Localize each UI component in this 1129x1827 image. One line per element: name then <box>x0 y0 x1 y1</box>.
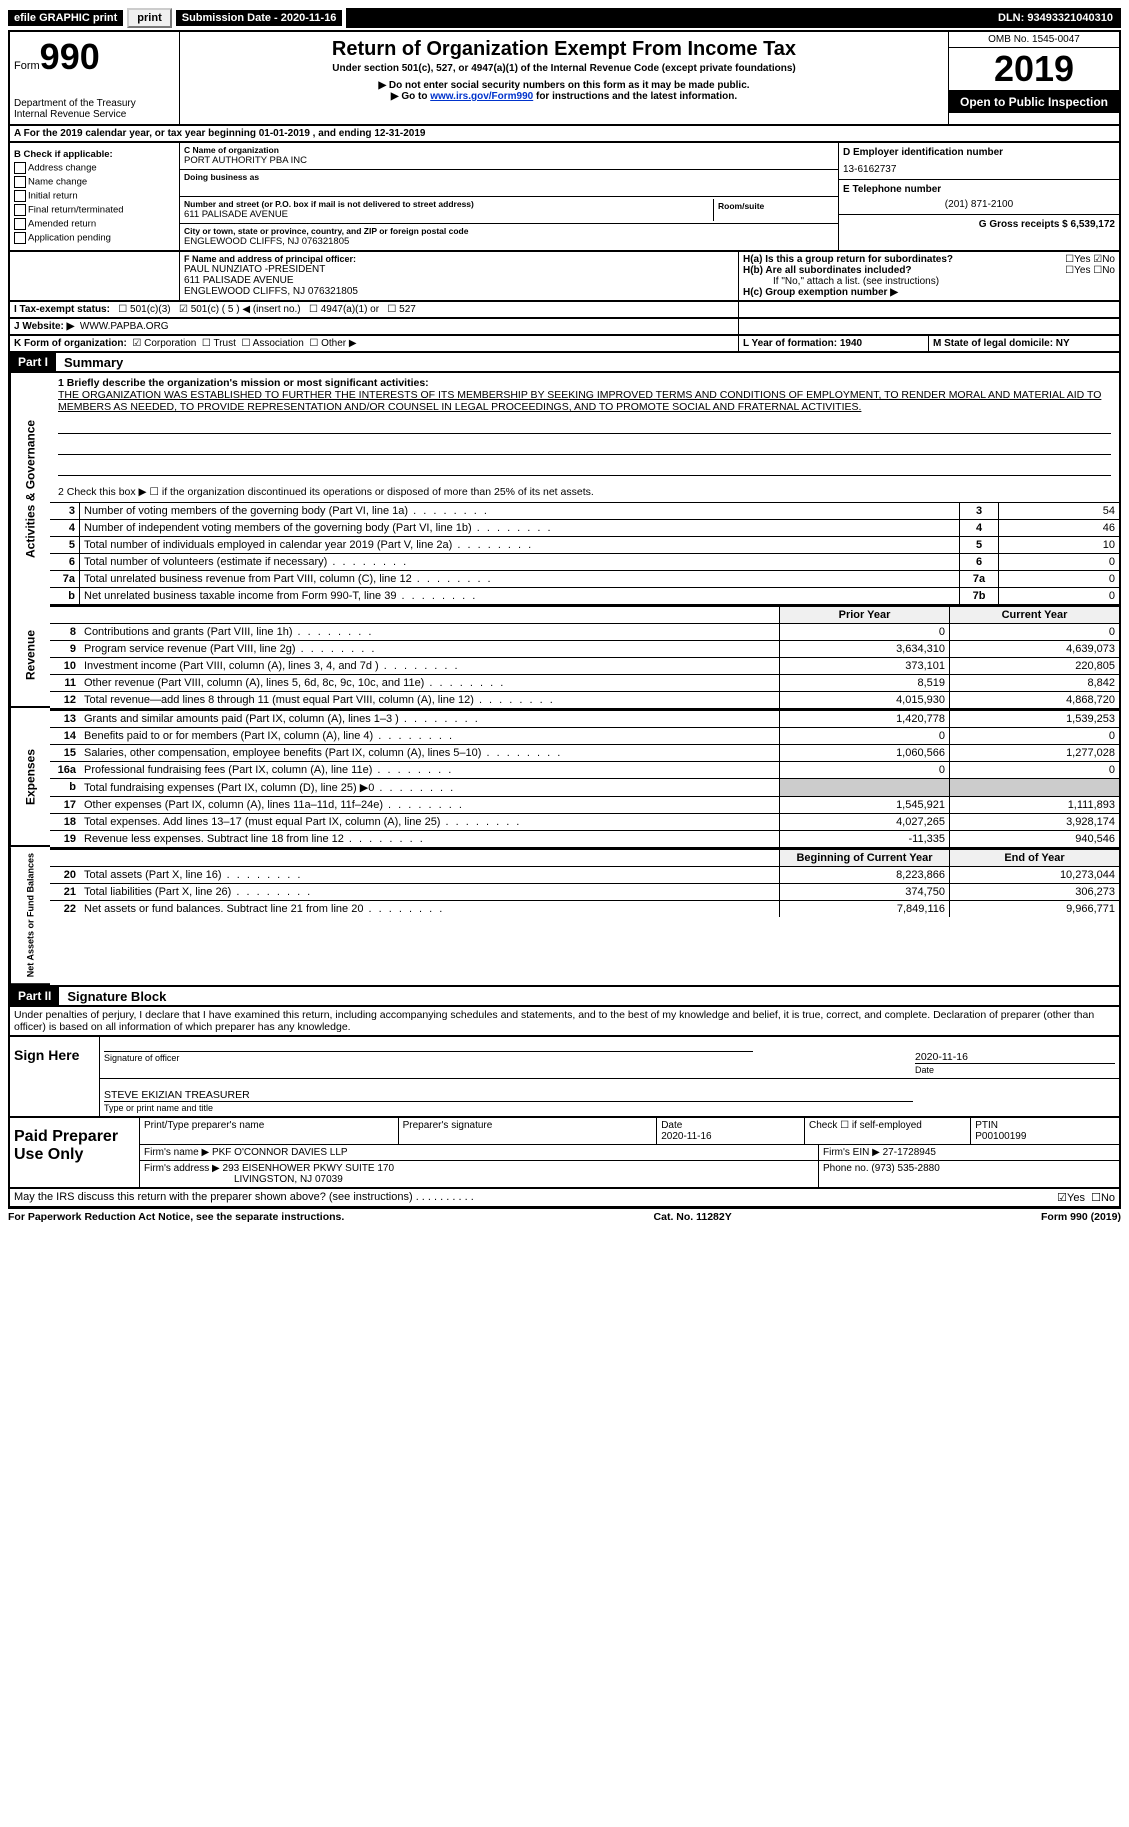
print-button[interactable]: print <box>127 8 171 28</box>
revenue-line: 10Investment income (Part VIII, column (… <box>50 657 1119 674</box>
revenue-line: 9Program service revenue (Part VIII, lin… <box>50 640 1119 657</box>
revenue-line: 11Other revenue (Part VIII, column (A), … <box>50 674 1119 691</box>
expense-line: 13Grants and similar amounts paid (Part … <box>50 710 1119 727</box>
revenue-line: 8Contributions and grants (Part VIII, li… <box>50 623 1119 640</box>
officer-name: PAUL NUNZIATO -PRESIDENT <box>184 264 734 275</box>
open-inspection: Open to Public Inspection <box>949 91 1119 113</box>
gov-line: 7aTotal unrelated business revenue from … <box>50 570 1119 587</box>
row-a-period: A For the 2019 calendar year, or tax yea… <box>8 126 1121 143</box>
vlabel-balances: Net Assets or Fund Balances <box>10 847 50 985</box>
website: WWW.PAPBA.ORG <box>80 321 169 332</box>
dln: DLN: 93493321040310 <box>998 12 1113 24</box>
row-j: J Website: ▶ WWW.PAPBA.ORG <box>8 319 1121 336</box>
footer-right: Form 990 (2019) <box>1041 1211 1121 1223</box>
preparer-block: Paid Preparer Use Only Print/Type prepar… <box>8 1118 1121 1189</box>
g-receipts: G Gross receipts $ 6,539,172 <box>979 219 1115 230</box>
part1-header: Part I Summary <box>8 353 1121 373</box>
street-address: 611 PALISADE AVENUE <box>184 209 713 220</box>
gov-line: 4Number of independent voting members of… <box>50 519 1119 536</box>
revenue-line: 12Total revenue—add lines 8 through 11 (… <box>50 691 1119 708</box>
expense-line: 15Salaries, other compensation, employee… <box>50 744 1119 761</box>
firm-ein: 27-1728945 <box>883 1147 936 1158</box>
efile-label: efile GRAPHIC print <box>8 10 123 26</box>
form-number: Form990 <box>14 36 175 78</box>
expense-line: bTotal fundraising expenses (Part IX, co… <box>50 778 1119 796</box>
row-i: I Tax-exempt status: ☐ 501(c)(3) ☑ 501(c… <box>8 302 1121 319</box>
vlabel-expenses: Expenses <box>10 708 50 847</box>
dept-irs: Internal Revenue Service <box>14 109 175 120</box>
footer-left: For Paperwork Reduction Act Notice, see … <box>8 1211 344 1223</box>
d-label: D Employer identification number <box>843 147 1115 158</box>
row-f-h: F Name and address of principal officer:… <box>8 252 1121 302</box>
dept-treasury: Department of the Treasury <box>14 98 175 109</box>
paid-preparer-label: Paid Preparer Use Only <box>10 1118 140 1187</box>
form-title: Return of Organization Exempt From Incom… <box>184 38 944 61</box>
sign-date: 2020-11-16 <box>915 1051 1115 1063</box>
org-name: PORT AUTHORITY PBA INC <box>184 155 834 166</box>
tax-year: 2019 <box>949 48 1119 91</box>
discuss-row: May the IRS discuss this return with the… <box>8 1189 1121 1208</box>
ein: 13-6162737 <box>843 164 1115 175</box>
balance-line: 22Net assets or fund balances. Subtract … <box>50 900 1119 917</box>
expense-line: 17Other expenses (Part IX, column (A), l… <box>50 796 1119 813</box>
perjury-declaration: Under penalties of perjury, I declare th… <box>8 1007 1121 1037</box>
c-label: C Name of organization <box>184 145 834 155</box>
form-note1: ▶ Do not enter social security numbers o… <box>184 80 944 91</box>
expense-line: 19Revenue less expenses. Subtract line 1… <box>50 830 1119 847</box>
form-note2: ▶ Go to www.irs.gov/Form990 for instruct… <box>184 91 944 102</box>
officer-signed-name: STEVE EKIZIAN TREASURER <box>104 1089 1115 1101</box>
part2-header: Part II Signature Block <box>8 987 1121 1007</box>
gov-line: 6Total number of volunteers (estimate if… <box>50 553 1119 570</box>
instructions-link[interactable]: www.irs.gov/Form990 <box>430 91 533 102</box>
row-k: K Form of organization: ☑ Corporation ☐ … <box>8 336 1121 353</box>
phone: (201) 871-2100 <box>843 199 1115 210</box>
form-header: Form990 Department of the Treasury Inter… <box>8 30 1121 126</box>
mission-block: 1 Briefly describe the organization's mi… <box>50 373 1119 502</box>
expense-line: 14Benefits paid to or for members (Part … <box>50 727 1119 744</box>
firm-phone: (973) 535-2880 <box>871 1163 939 1174</box>
submission-date: Submission Date - 2020-11-16 <box>176 10 343 26</box>
expense-line: 16aProfessional fundraising fees (Part I… <box>50 761 1119 778</box>
mission-text: THE ORGANIZATION WAS ESTABLISHED TO FURT… <box>58 389 1111 413</box>
top-bar: efile GRAPHIC print print Submission Dat… <box>8 8 1121 28</box>
ptin: P00100199 <box>975 1131 1026 1142</box>
prep-date: 2020-11-16 <box>661 1131 711 1142</box>
e-label: E Telephone number <box>843 184 1115 195</box>
gov-line: 5Total number of individuals employed in… <box>50 536 1119 553</box>
dln-strip: DLN: 93493321040310 <box>346 8 1121 28</box>
page-footer: For Paperwork Reduction Act Notice, see … <box>8 1208 1121 1225</box>
vlabel-governance: Activities & Governance <box>10 373 50 604</box>
check-b: B Check if applicable: Address change Na… <box>10 143 180 250</box>
gov-line: bNet unrelated business taxable income f… <box>50 587 1119 604</box>
entity-block: B Check if applicable: Address change Na… <box>8 143 1121 252</box>
vlabel-revenue: Revenue <box>10 604 50 708</box>
expense-line: 18Total expenses. Add lines 13–17 (must … <box>50 813 1119 830</box>
balance-line: 20Total assets (Part X, line 16)8,223,86… <box>50 866 1119 883</box>
gov-line: 3Number of voting members of the governi… <box>50 502 1119 519</box>
summary-section: Activities & Governance 1 Briefly descri… <box>8 373 1121 987</box>
sign-here-label: Sign Here <box>10 1037 100 1116</box>
firm-name: PKF O'CONNOR DAVIES LLP <box>212 1147 348 1158</box>
form-subtitle: Under section 501(c), 527, or 4947(a)(1)… <box>184 63 944 74</box>
footer-mid: Cat. No. 11282Y <box>654 1211 732 1223</box>
signature-block: Sign Here Signature of officer 2020-11-1… <box>8 1037 1121 1118</box>
firm-addr1: 293 EISENHOWER PKWY SUITE 170 <box>223 1163 395 1174</box>
dba-label: Doing business as <box>184 172 834 182</box>
city-state-zip: ENGLEWOOD CLIFFS, NJ 076321805 <box>184 236 834 247</box>
firm-addr2: LIVINGSTON, NJ 07039 <box>234 1174 343 1185</box>
omb-number: OMB No. 1545-0047 <box>949 32 1119 48</box>
balance-line: 21Total liabilities (Part X, line 26)374… <box>50 883 1119 900</box>
